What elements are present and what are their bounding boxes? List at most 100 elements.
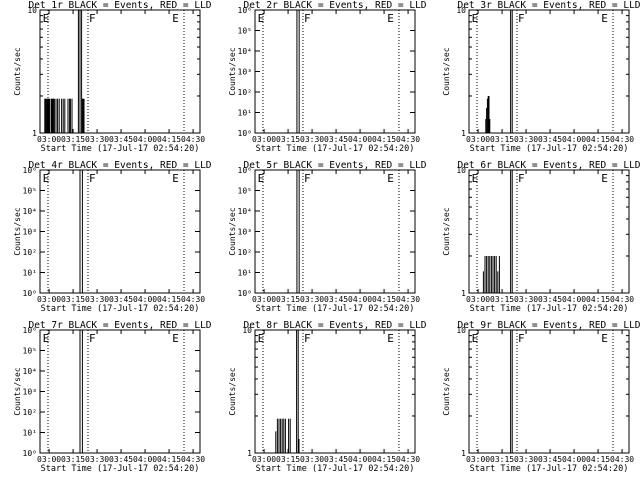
y-tick-label: 10¹: [23, 429, 37, 438]
x-tick-label: 04:30: [181, 135, 205, 144]
x-tick-label: 04:00: [348, 455, 372, 464]
x-axis-label: Start Time (17-Jul-17 02:54:20): [256, 464, 415, 474]
x-tick-label: 04:00: [133, 135, 157, 144]
plot-frame: [39, 329, 201, 454]
x-tick-label: 03:30: [85, 295, 109, 304]
segment-marker: E: [172, 12, 179, 25]
x-tick-label: 04:00: [133, 295, 157, 304]
y-tick-label: 10: [242, 326, 252, 335]
y-tick-label: 10⁶: [238, 6, 252, 15]
x-tick-label: 03:15: [61, 295, 85, 304]
x-tick-label: 03:45: [109, 455, 133, 464]
y-tick-label: 10: [456, 326, 466, 335]
segment-marker: E: [472, 332, 479, 345]
plot-frame: [254, 169, 416, 294]
chart-title: Det 8r BLACK = Events, RED = LLD: [243, 320, 426, 331]
x-tick-label: 03:15: [490, 135, 514, 144]
x-tick-label: 03:15: [276, 135, 300, 144]
y-axis-label: Counts/sec: [442, 367, 451, 415]
x-tick-label: 03:00: [252, 135, 276, 144]
segment-marker: F: [89, 172, 96, 185]
y-tick-label: 10: [456, 6, 466, 15]
x-tick-label: 03:45: [538, 135, 562, 144]
y-tick-label: 10¹: [23, 269, 37, 278]
chart-title: Det 2r BLACK = Events, RED = LLD: [243, 0, 426, 11]
x-tick-label: 03:00: [37, 135, 61, 144]
plot-frame: [254, 9, 416, 134]
x-tick-label: 04:15: [157, 295, 181, 304]
y-tick-label: 1: [461, 449, 466, 458]
x-tick-label: 04:15: [586, 295, 610, 304]
x-tick-label: 04:30: [610, 455, 634, 464]
segment-marker: E: [601, 172, 608, 185]
plot-frame: [254, 329, 416, 454]
y-tick-label: 10⁵: [238, 187, 252, 196]
x-tick-label: 04:15: [157, 135, 181, 144]
y-tick-label: 10: [456, 166, 466, 175]
y-tick-label: 10³: [238, 68, 252, 77]
x-axis-label: Start Time (17-Jul-17 02:54:20): [41, 464, 200, 474]
y-axis-label: Counts/sec: [13, 207, 22, 255]
x-axis-label: Start Time (17-Jul-17 02:54:20): [256, 304, 415, 314]
y-tick-label: 10³: [238, 228, 252, 237]
y-tick-label: 10⁴: [23, 367, 37, 376]
y-tick-label: 10¹: [238, 269, 252, 278]
plot-frame: [468, 169, 630, 294]
x-tick-label: 03:30: [85, 455, 109, 464]
x-tick-label: 03:00: [37, 455, 61, 464]
segment-marker: F: [304, 332, 311, 345]
y-tick-label: 10⁰: [23, 289, 37, 298]
segment-marker: F: [304, 172, 311, 185]
y-tick-label: 10²: [23, 248, 37, 257]
x-tick-label: 03:45: [538, 455, 562, 464]
y-axis-label: Counts/sec: [228, 47, 237, 95]
x-tick-label: 03:30: [300, 135, 324, 144]
y-axis-label: Counts/sec: [13, 367, 22, 415]
x-tick-label: 03:00: [37, 295, 61, 304]
chart-title: Det 6r BLACK = Events, RED = LLD: [457, 160, 640, 171]
segment-marker: E: [258, 332, 265, 345]
y-axis-label: Counts/sec: [442, 47, 451, 95]
x-tick-label: 03:30: [300, 455, 324, 464]
y-tick-label: 10²: [238, 248, 252, 257]
x-tick-label: 03:00: [252, 455, 276, 464]
x-tick-label: 03:15: [61, 455, 85, 464]
segment-marker: E: [258, 172, 265, 185]
x-tick-label: 04:00: [562, 295, 586, 304]
chart-title: Det 7r BLACK = Events, RED = LLD: [28, 320, 211, 331]
x-tick-label: 03:00: [466, 455, 490, 464]
segment-marker: E: [472, 12, 479, 25]
y-tick-label: 10²: [238, 88, 252, 97]
x-tick-label: 03:30: [300, 295, 324, 304]
x-tick-label: 03:15: [490, 455, 514, 464]
x-tick-label: 04:00: [348, 295, 372, 304]
y-axis-label: Counts/sec: [442, 207, 451, 255]
x-tick-label: 04:30: [181, 295, 205, 304]
x-tick-label: 04:00: [562, 135, 586, 144]
x-tick-label: 03:30: [514, 295, 538, 304]
y-tick-label: 10⁰: [23, 449, 37, 458]
x-axis-label: Start Time (17-Jul-17 02:54:20): [470, 464, 629, 474]
x-axis-label: Start Time (17-Jul-17 02:54:20): [470, 144, 629, 154]
x-tick-label: 04:15: [372, 295, 396, 304]
y-tick-label: 10⁰: [238, 129, 252, 138]
x-tick-label: 03:30: [514, 455, 538, 464]
x-axis-label: Start Time (17-Jul-17 02:54:20): [41, 304, 200, 314]
y-tick-label: 10⁴: [23, 207, 37, 216]
x-tick-label: 03:00: [252, 295, 276, 304]
segment-marker: F: [518, 332, 525, 345]
x-tick-label: 03:30: [85, 135, 109, 144]
x-tick-label: 04:00: [133, 455, 157, 464]
segment-marker: E: [601, 12, 608, 25]
x-tick-label: 04:30: [610, 295, 634, 304]
x-tick-label: 04:30: [181, 455, 205, 464]
chart-title: Det 4r BLACK = Events, RED = LLD: [28, 160, 211, 171]
segment-marker: E: [43, 332, 50, 345]
y-tick-label: 10⁵: [23, 187, 37, 196]
